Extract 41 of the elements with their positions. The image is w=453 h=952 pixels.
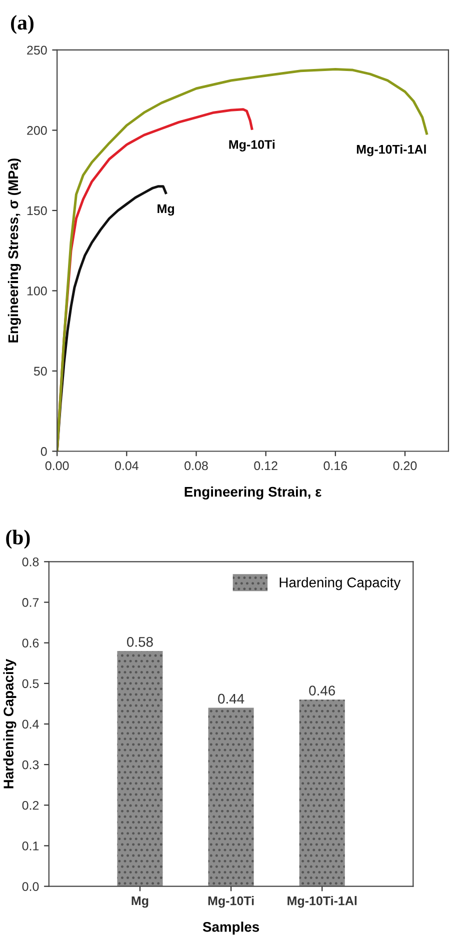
chart-title: (b) — [6, 530, 30, 549]
data-label: 0.44 — [218, 694, 244, 704]
bar — [208, 708, 254, 886]
x-tick-label: 0.16 — [324, 461, 348, 470]
x-tick-label: 0.12 — [254, 461, 278, 470]
x-tick-label: 0.08 — [184, 461, 208, 470]
y-tick-label: 0.6 — [22, 638, 39, 648]
y-tick-label: 0.8 — [22, 557, 39, 566]
series-label: Mg-10Ti-1Al — [356, 144, 426, 156]
y-tick-label: 0.3 — [22, 760, 39, 770]
x-tick-label: Mg — [132, 896, 148, 908]
y-tick-label: 0.5 — [22, 679, 39, 688]
x-tick-label: 0.00 — [45, 461, 69, 470]
y-tick-label: 250 — [27, 46, 47, 55]
x-tick-label: Mg-10Ti — [208, 896, 254, 908]
x-tick-label: 0.20 — [393, 461, 417, 470]
y-tick-label: 100 — [27, 286, 47, 296]
y-tick-label: 50 — [34, 366, 47, 376]
bar — [117, 650, 163, 886]
y-tick-label: 0.7 — [22, 598, 39, 607]
y-tick-label: 150 — [27, 206, 47, 216]
series-label: Mg-10Ti — [229, 140, 275, 152]
y-tick-label: 0 — [40, 447, 47, 456]
x-axis-title: Samples — [202, 922, 260, 935]
x-tick-label: 0.04 — [114, 461, 138, 470]
chart-title: (a) — [11, 15, 34, 34]
y-tick-label: 0.2 — [22, 800, 39, 810]
y-tick-label: 0.0 — [22, 882, 39, 891]
legend-label: Hardening Capacity — [280, 577, 401, 590]
y-tick-label: 0.1 — [22, 842, 39, 850]
line-series — [57, 68, 428, 452]
y-tick-label: 200 — [27, 126, 47, 135]
data-label: 0.46 — [309, 686, 335, 696]
y-tick-label: 0.4 — [22, 720, 39, 729]
x-axis-title: Engineering Strain, ε — [184, 486, 322, 500]
x-tick-label: Mg-10Ti-1Al — [288, 896, 357, 908]
data-label: 0.58 — [127, 636, 153, 647]
bar — [299, 700, 345, 886]
series-label: Mg — [158, 204, 174, 216]
y-axis-title: Hardening Capacity — [3, 658, 16, 788]
y-axis-title: Engineering Stress, σ (MPa) — [8, 158, 21, 342]
